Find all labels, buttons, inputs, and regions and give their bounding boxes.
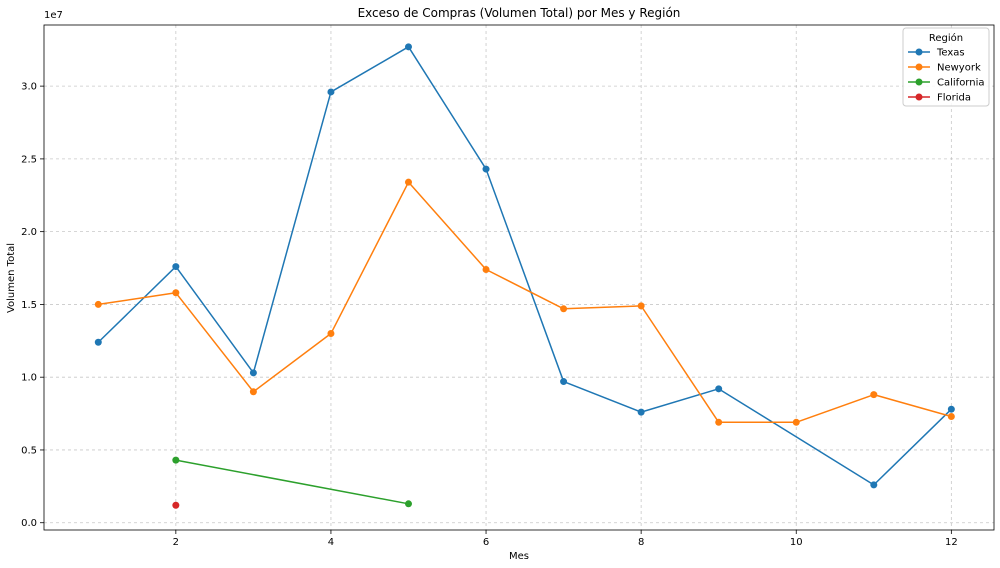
- data-point-texas: [637, 408, 645, 416]
- legend-label: Newyork: [937, 63, 981, 74]
- grid: [44, 25, 994, 530]
- legend-label: Florida: [937, 93, 971, 104]
- y-tick-label: 1.5: [21, 300, 37, 311]
- axis-ticks: 2 4 6 8 10 12 0.0 0.5 1.0 1.5 2.0 2.5 3.0: [21, 82, 958, 548]
- data-point-newyork: [792, 418, 800, 426]
- x-tick-label: 10: [790, 537, 803, 548]
- legend-swatch-marker: [915, 48, 923, 56]
- y-axis-offset-label: 1e7: [44, 10, 63, 21]
- data-point-texas: [482, 165, 490, 173]
- x-tick-label: 6: [483, 537, 489, 548]
- data-point-newyork: [249, 388, 257, 396]
- data-point-newyork: [560, 305, 568, 313]
- x-tick-label: 8: [638, 537, 644, 548]
- data-point-newyork: [172, 289, 180, 297]
- y-tick-label: 2.0: [21, 227, 37, 238]
- data-point-texas: [947, 405, 955, 413]
- data-point-florida: [172, 501, 180, 509]
- series-line-california: [175, 459, 409, 505]
- legend-swatch-marker: [915, 93, 923, 101]
- data-point-california: [404, 500, 412, 508]
- data-point-texas: [327, 88, 335, 96]
- legend-label: Texas: [936, 48, 965, 59]
- legend-title: Región: [929, 32, 963, 44]
- data-point-newyork: [482, 265, 490, 273]
- y-tick-label: 1.0: [21, 373, 37, 384]
- y-tick-label: 0.5: [21, 445, 37, 456]
- data-point-texas: [94, 338, 102, 346]
- data-point-texas: [404, 43, 412, 51]
- legend-item-california: California: [908, 78, 985, 89]
- data-point-texas: [560, 378, 568, 386]
- data-point-newyork: [947, 412, 955, 420]
- data-point-newyork: [94, 300, 102, 308]
- plot-frame: [43, 24, 995, 531]
- y-tick-label: 0.0: [21, 518, 37, 529]
- chart-title: Exceso de Compras (Volumen Total) por Me…: [358, 6, 681, 20]
- legend-swatch-marker: [915, 63, 923, 71]
- legend-swatch-marker: [915, 78, 923, 86]
- data-point-newyork: [404, 178, 412, 186]
- data-point-newyork: [637, 302, 645, 310]
- x-tick-label: 12: [945, 537, 958, 548]
- legend-item-florida: Florida: [908, 93, 971, 104]
- data-point-texas: [870, 481, 878, 489]
- legend-item-newyork: Newyork: [908, 63, 981, 74]
- legend: Región Texas Newyork California Florida: [902, 27, 990, 107]
- y-tick-label: 2.5: [21, 154, 37, 165]
- series-florida: [172, 501, 180, 509]
- series-texas: [94, 43, 955, 489]
- data-point-texas: [172, 263, 180, 271]
- series-group: [94, 43, 955, 509]
- legend-items: Texas Newyork California Florida: [908, 48, 985, 104]
- data-point-california: [172, 456, 180, 464]
- x-tick-label: 4: [328, 537, 334, 548]
- y-axis-title: Volumen Total: [6, 243, 17, 313]
- data-point-newyork: [715, 418, 723, 426]
- y-tick-label: 3.0: [21, 82, 37, 93]
- legend-label: California: [937, 78, 985, 89]
- x-tick-label: 2: [173, 537, 179, 548]
- legend-item-texas: Texas: [908, 48, 965, 59]
- data-point-texas: [715, 385, 723, 393]
- data-point-texas: [249, 369, 257, 377]
- data-point-newyork: [870, 391, 878, 399]
- series-line-newyork: [98, 181, 952, 424]
- data-point-newyork: [327, 330, 335, 338]
- series-california: [172, 456, 412, 508]
- legend-box: [902, 27, 990, 107]
- series-newyork: [94, 178, 955, 426]
- x-axis-title: Mes: [509, 551, 529, 562]
